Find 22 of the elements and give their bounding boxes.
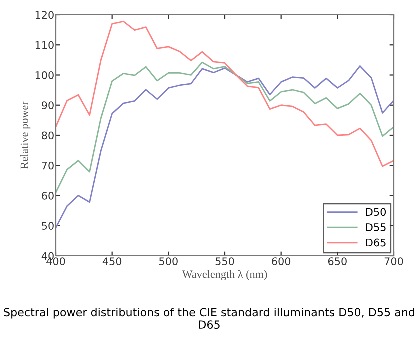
y-axis-title: Relative power (20, 102, 31, 169)
y-tick-label: 120 (36, 11, 54, 20)
x-tick-label: 700 (384, 258, 404, 266)
y-tick-label: 110 (36, 41, 54, 50)
y-tick-label: 90 (42, 102, 54, 110)
x-tick-label: 500 (160, 258, 178, 266)
y-tick-label: 100 (36, 71, 54, 80)
text: Spectral power distributions of the CIE standard illuminants D50, D55 and D65 (4, 308, 414, 330)
line-series (56, 20, 394, 168)
y-tick-label: 80 (42, 132, 54, 140)
x-axis-title: Wavelength λ (nm) (182, 270, 268, 280)
y-tick-label: 70 (42, 162, 54, 170)
legend-label: D65 (366, 238, 386, 247)
legend-label: D50 (366, 208, 386, 216)
legend-label: D55 (366, 224, 386, 232)
x-tick-label: 650 (328, 258, 347, 266)
y-tick-label: 50 (42, 222, 54, 230)
y-tick-label: 60 (42, 192, 54, 200)
x-tick-label: 550 (216, 258, 234, 266)
x-tick-label: 600 (272, 258, 291, 266)
x-tick-label: 450 (102, 258, 122, 266)
line-series (56, 62, 394, 194)
